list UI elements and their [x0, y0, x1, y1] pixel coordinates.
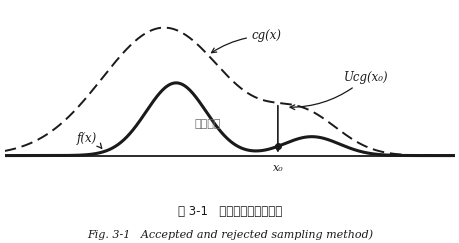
Text: x₀: x₀	[272, 163, 283, 173]
Text: 图 3-1   接受拒绝采样法图示: 图 3-1 接受拒绝采样法图示	[178, 205, 281, 218]
Text: 接受区域: 接受区域	[194, 119, 221, 129]
Text: cg(x): cg(x)	[211, 29, 281, 53]
Text: f(x): f(x)	[76, 131, 101, 148]
Text: Ucg(x₀): Ucg(x₀)	[289, 70, 387, 110]
Text: Fig. 3-1   Accepted and rejected sampling method): Fig. 3-1 Accepted and rejected sampling …	[87, 230, 372, 240]
